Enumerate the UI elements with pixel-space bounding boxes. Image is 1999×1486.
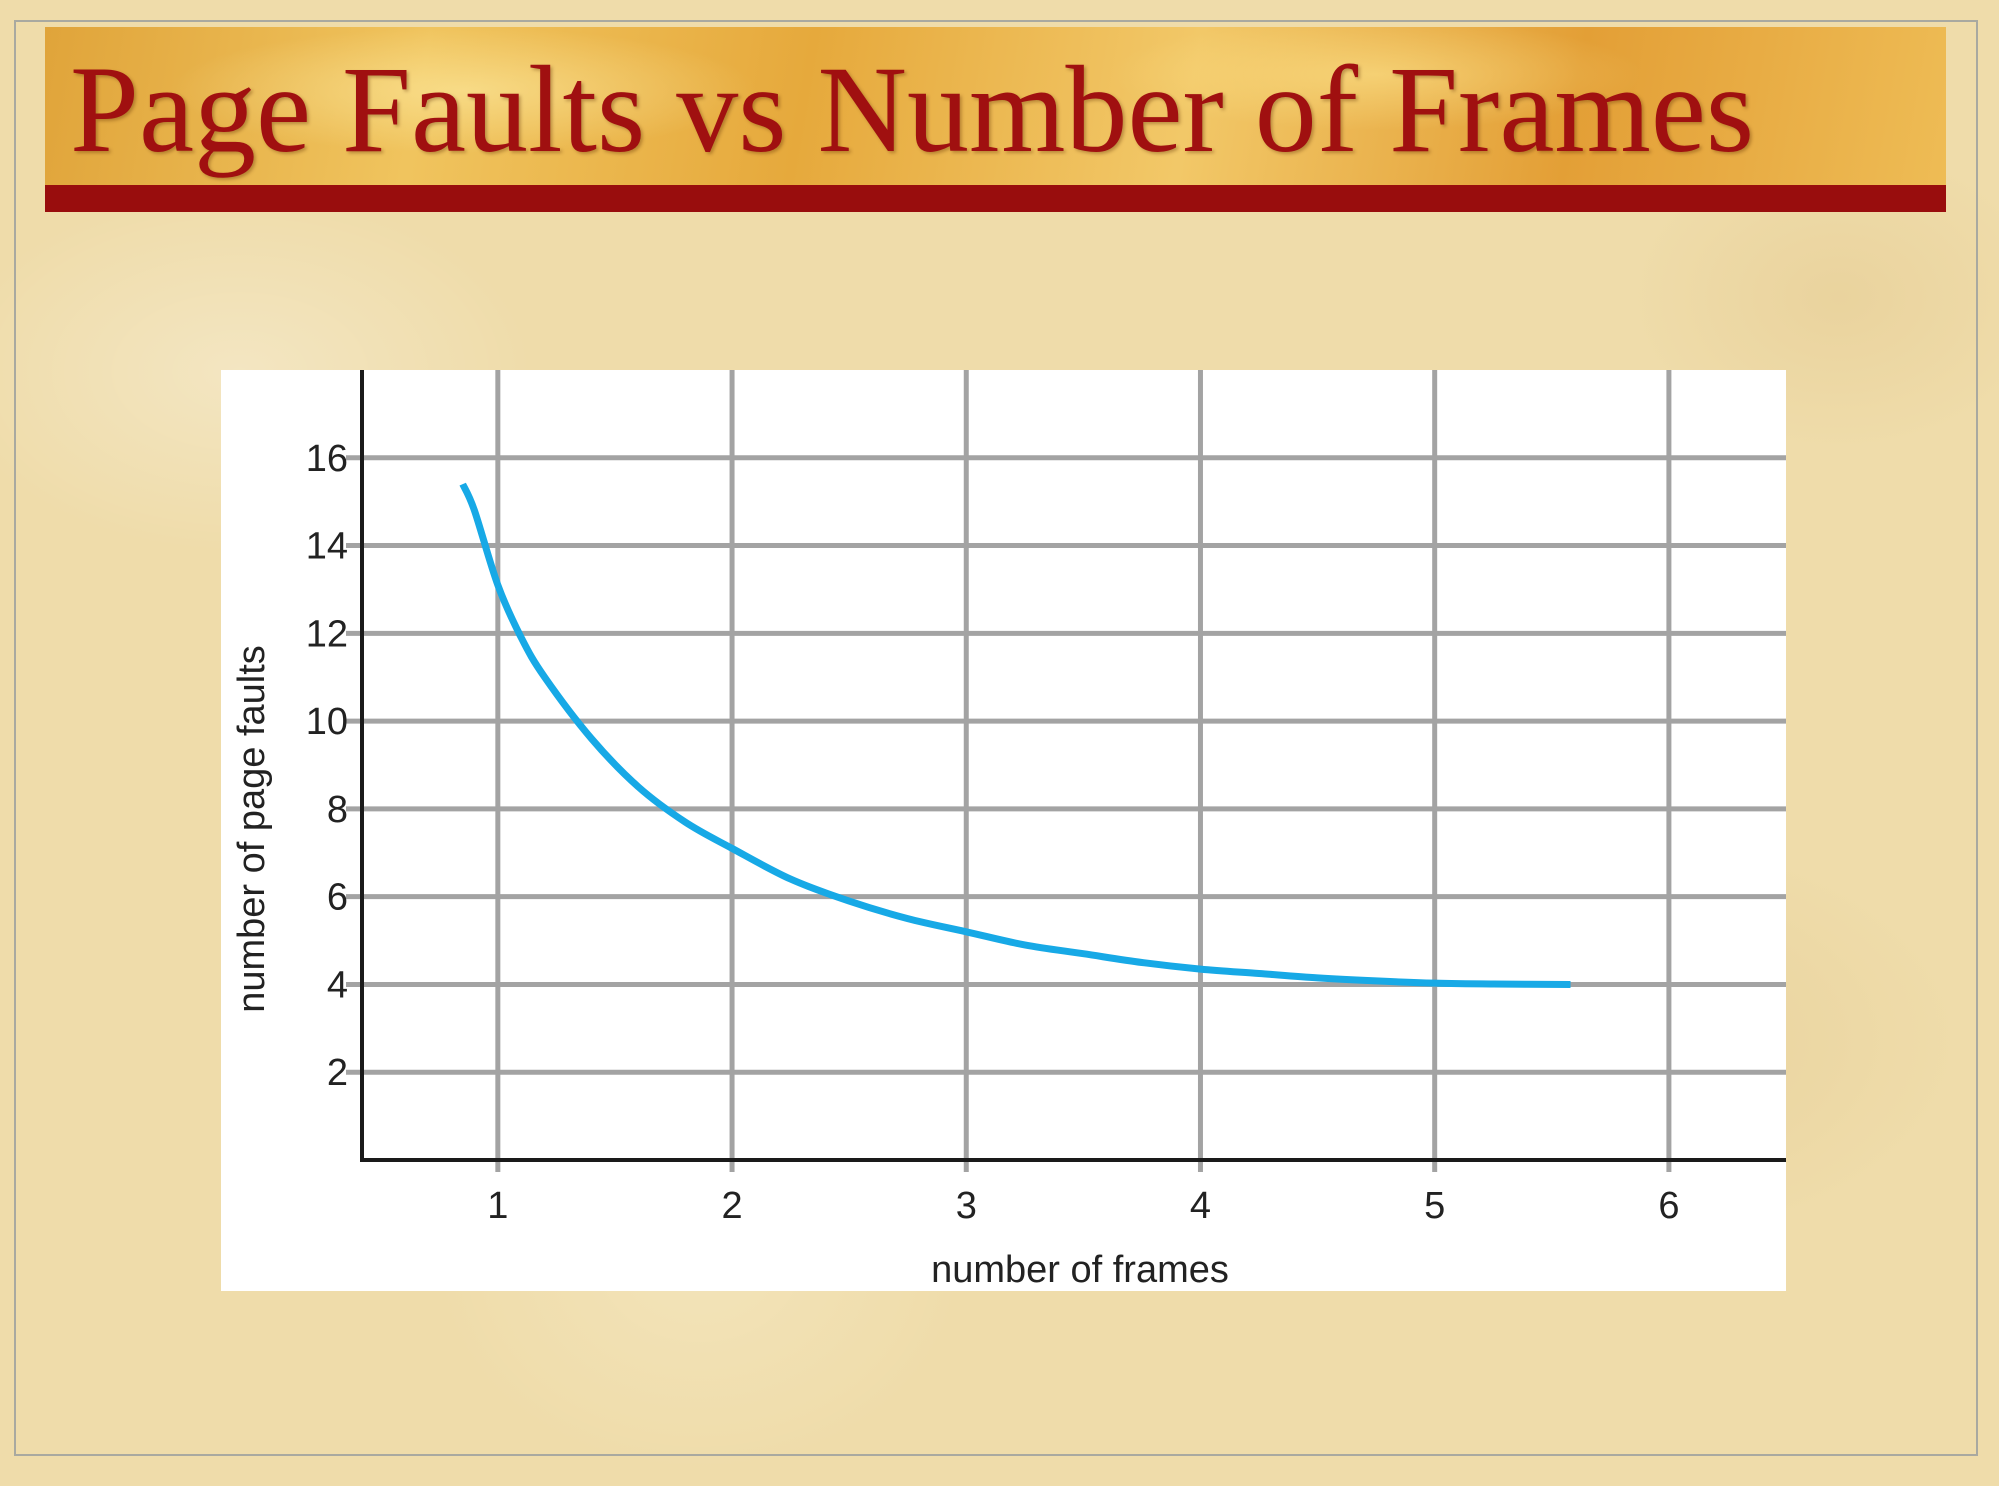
y-tick-label-8: 8	[327, 789, 348, 831]
y-tick-label-10: 10	[306, 701, 348, 743]
y-tick-label-6: 6	[327, 877, 348, 919]
x-axis-label: number of frames	[931, 1249, 1229, 1291]
chart-panel: 1 2 3 4 5 6 2 4 6 8 10 12 14 16 number of frames numb…	[221, 370, 1786, 1291]
x-tick-label-3: 3	[956, 1185, 977, 1227]
x-tick-label-6: 6	[1658, 1185, 1679, 1227]
y-tick-label-14: 14	[306, 526, 348, 568]
y-tick-label-16: 16	[306, 438, 348, 480]
slide-title: Page Faults vs Number of Frames	[70, 41, 1755, 178]
x-tick-label-4: 4	[1190, 1185, 1211, 1227]
y-tick-label-2: 2	[327, 1052, 348, 1094]
x-tick-label-1: 1	[487, 1185, 508, 1227]
slide-frame	[14, 20, 1978, 1456]
x-tick-label-2: 2	[721, 1185, 742, 1227]
y-tick-label-12: 12	[306, 613, 348, 655]
title-underline-bar	[45, 185, 1946, 212]
y-tick-label-4: 4	[327, 964, 348, 1006]
title-banner	[45, 27, 1946, 185]
y-axis-label: number of page faults	[231, 645, 273, 1013]
x-tick-label-5: 5	[1424, 1185, 1445, 1227]
series-line-0	[459, 482, 1571, 988]
